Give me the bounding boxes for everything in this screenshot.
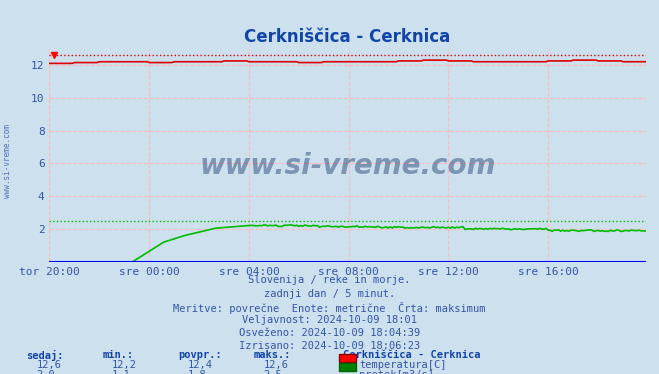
Text: Izrisano: 2024-10-09 18:06:23: Izrisano: 2024-10-09 18:06:23 bbox=[239, 341, 420, 352]
Text: 12,2: 12,2 bbox=[112, 360, 137, 370]
Title: Cerkniščica - Cerknica: Cerkniščica - Cerknica bbox=[244, 28, 451, 46]
Text: Cerkniščica - Cerknica: Cerkniščica - Cerknica bbox=[343, 350, 480, 360]
Text: 1,8: 1,8 bbox=[188, 370, 206, 374]
Text: Osveženo: 2024-10-09 18:04:39: Osveženo: 2024-10-09 18:04:39 bbox=[239, 328, 420, 338]
Text: pretok[m3/s]: pretok[m3/s] bbox=[359, 370, 434, 374]
Text: maks.:: maks.: bbox=[254, 350, 291, 360]
Text: 2,5: 2,5 bbox=[264, 370, 282, 374]
Text: Meritve: povrečne  Enote: metrične  Črta: maksimum: Meritve: povrečne Enote: metrične Črta: … bbox=[173, 302, 486, 314]
Text: sedaj:: sedaj: bbox=[26, 350, 64, 361]
Text: 2,0: 2,0 bbox=[36, 370, 55, 374]
Text: 12,6: 12,6 bbox=[36, 360, 61, 370]
Text: Veljavnost: 2024-10-09 18:01: Veljavnost: 2024-10-09 18:01 bbox=[242, 315, 417, 325]
Text: min.:: min.: bbox=[102, 350, 133, 360]
Text: 12,4: 12,4 bbox=[188, 360, 213, 370]
Text: www.si-vreme.com: www.si-vreme.com bbox=[3, 124, 13, 198]
Text: 1,1: 1,1 bbox=[112, 370, 130, 374]
Text: www.si-vreme.com: www.si-vreme.com bbox=[200, 152, 496, 180]
Text: Slovenija / reke in morje.: Slovenija / reke in morje. bbox=[248, 275, 411, 285]
Text: temperatura[C]: temperatura[C] bbox=[359, 360, 447, 370]
Text: 12,6: 12,6 bbox=[264, 360, 289, 370]
Text: zadnji dan / 5 minut.: zadnji dan / 5 minut. bbox=[264, 289, 395, 299]
Text: povpr.:: povpr.: bbox=[178, 350, 221, 360]
